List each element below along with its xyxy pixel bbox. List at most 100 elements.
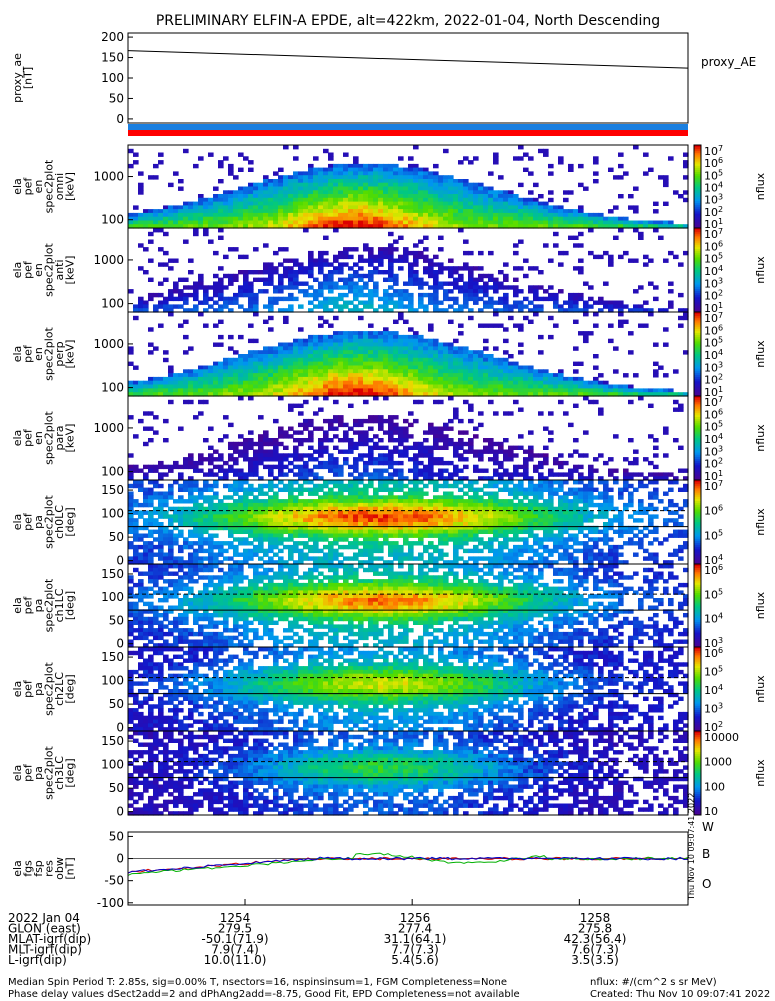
heatmap-cell xyxy=(148,350,154,354)
heatmap-cell xyxy=(383,255,389,259)
heatmap-cell xyxy=(133,511,139,515)
heatmap-cell xyxy=(223,385,229,389)
heatmap-cell xyxy=(183,213,189,217)
heatmap-cell xyxy=(323,545,329,549)
heatmap-cell xyxy=(613,301,619,305)
heatmap-cell xyxy=(223,156,229,160)
heatmap-cell xyxy=(343,304,349,308)
heatmap-cell xyxy=(488,377,494,381)
heatmap-cell xyxy=(223,358,229,362)
heatmap-cell xyxy=(378,168,384,172)
heatmap-cell xyxy=(143,388,149,392)
heatmap-cell xyxy=(428,453,434,457)
heatmap-cell xyxy=(278,187,284,191)
heatmap-cell xyxy=(283,285,289,289)
heatmap-cell xyxy=(383,362,389,366)
heatmap-cell xyxy=(363,453,369,457)
heatmap-cell xyxy=(348,511,354,515)
heatmap-cell xyxy=(158,377,164,381)
heatmap-cell xyxy=(478,453,484,457)
heatmap-cell xyxy=(253,270,259,274)
heatmap-cell xyxy=(413,282,419,286)
heatmap-cell xyxy=(443,469,449,473)
heatmap-cell xyxy=(408,213,414,217)
heatmap-cell xyxy=(363,168,369,172)
heatmap-cell xyxy=(493,278,499,282)
heatmap-cell xyxy=(393,202,399,206)
heatmap-cell xyxy=(353,469,359,473)
heatmap-cell xyxy=(318,537,324,541)
heatmap-cell xyxy=(243,282,249,286)
heatmap-cell xyxy=(313,156,319,160)
heatmap-cell xyxy=(358,255,364,259)
heatmap-cell xyxy=(308,419,314,423)
heatmap-cell xyxy=(383,270,389,274)
heatmap-cell xyxy=(263,217,269,221)
heatmap-cell xyxy=(408,274,414,278)
heatmap-cell xyxy=(433,457,439,461)
heatmap-cell xyxy=(153,209,159,213)
heatmap-cell xyxy=(233,213,239,217)
heatmap-cell xyxy=(258,213,264,217)
heatmap-cell xyxy=(528,430,534,434)
heatmap-cell xyxy=(138,514,144,518)
heatmap-cell xyxy=(508,194,514,198)
heatmap-cell xyxy=(378,209,384,213)
heatmap-cell xyxy=(443,438,449,442)
heatmap-cell xyxy=(413,198,419,202)
heatmap-cell xyxy=(288,453,294,457)
heatmap-cell xyxy=(368,358,374,362)
heatmap-cell xyxy=(268,369,274,373)
heatmap-cell xyxy=(333,270,339,274)
heatmap-cell xyxy=(263,484,269,488)
heatmap-cell xyxy=(388,202,394,206)
heatmap-cell xyxy=(358,209,364,213)
heatmap-cell xyxy=(198,461,204,465)
heatmap-cell xyxy=(368,369,374,373)
heatmap-cell xyxy=(338,469,344,473)
heatmap-cell xyxy=(378,419,384,423)
heatmap-cell xyxy=(168,209,174,213)
heatmap-cell xyxy=(598,373,604,377)
heatmap-cell xyxy=(398,259,404,263)
panel-pa-ch0: 150100500107106105104nfluxelapefpaspec2p… xyxy=(11,479,767,568)
heatmap-cell xyxy=(468,213,474,217)
heatmap-cell xyxy=(353,156,359,160)
heatmap-cell xyxy=(363,339,369,343)
heatmap-cell xyxy=(203,438,209,442)
heatmap-cell xyxy=(268,442,274,446)
heatmap-cell xyxy=(448,362,454,366)
heatmap-cell xyxy=(188,453,194,457)
heatmap-cell xyxy=(343,423,349,427)
heatmap-cell xyxy=(268,358,274,362)
heatmap-cell xyxy=(363,419,369,423)
heatmap-cell xyxy=(423,350,429,354)
heatmap-cell xyxy=(158,385,164,389)
heatmap-cell xyxy=(283,194,289,198)
heatmap-cell xyxy=(298,262,304,266)
heatmap-cell xyxy=(328,522,334,526)
heatmap-cell xyxy=(178,488,184,492)
heatmap-cell xyxy=(168,369,174,373)
heatmap-cell xyxy=(188,373,194,377)
heatmap-cell xyxy=(453,266,459,270)
heatmap-cell xyxy=(183,480,189,484)
heatmap-cell xyxy=(593,400,599,404)
heatmap-cell xyxy=(378,385,384,389)
heatmap-cell xyxy=(428,461,434,465)
heatmap-cell xyxy=(508,285,514,289)
heatmap-cell xyxy=(648,259,654,263)
heatmap-cell xyxy=(368,297,374,301)
heatmap-cell xyxy=(638,388,644,392)
heatmap-cell xyxy=(658,388,664,392)
heatmap-cell xyxy=(128,495,134,499)
heatmap-cell xyxy=(343,457,349,461)
heatmap-cell xyxy=(523,304,529,308)
heatmap-cell xyxy=(418,453,424,457)
heatmap-cell xyxy=(333,534,339,538)
heatmap-cell xyxy=(193,480,199,484)
heatmap-cell xyxy=(283,545,289,549)
heatmap-cell xyxy=(138,304,144,308)
heatmap-cell xyxy=(418,354,424,358)
heatmap-cell xyxy=(168,213,174,217)
